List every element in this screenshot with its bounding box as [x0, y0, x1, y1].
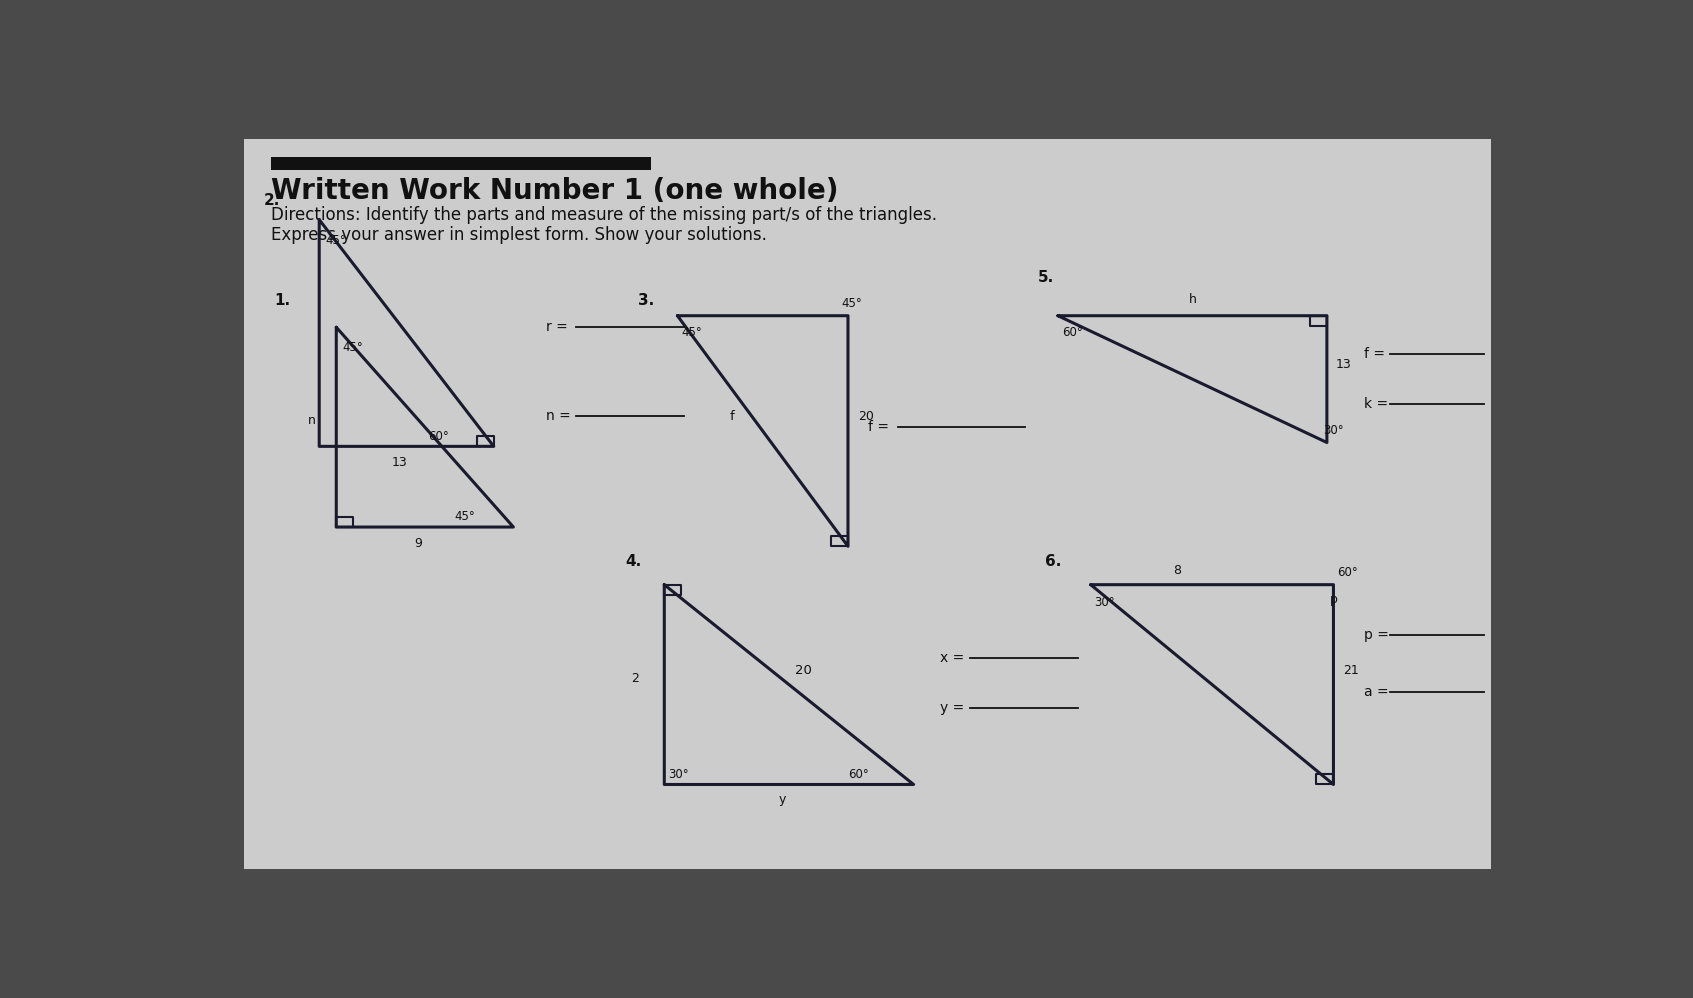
Text: r =: r =	[547, 320, 572, 334]
Text: f =: f =	[867, 420, 892, 434]
Text: 21: 21	[1343, 664, 1358, 677]
Text: Directions: Identify the parts and measure of the missing part/s of the triangle: Directions: Identify the parts and measu…	[271, 206, 936, 224]
Text: f =: f =	[1363, 347, 1388, 361]
Bar	[271, 157, 652, 171]
Text: a =: a =	[1363, 686, 1393, 700]
Text: n =: n =	[547, 408, 576, 422]
Text: Express your answer in simplest form. Show your solutions.: Express your answer in simplest form. Sh…	[271, 226, 767, 244]
Text: 2.: 2.	[264, 194, 281, 209]
Text: 45°: 45°	[342, 341, 364, 354]
Text: p: p	[1329, 593, 1337, 606]
Text: 30°: 30°	[1095, 596, 1116, 609]
Text: 5.: 5.	[1038, 270, 1055, 285]
Text: 60°: 60°	[848, 767, 869, 780]
Text: 20: 20	[796, 664, 813, 677]
Text: 4.: 4.	[625, 554, 642, 569]
Text: y: y	[779, 793, 786, 806]
Text: 6.: 6.	[1045, 554, 1062, 569]
Text: x =: x =	[940, 651, 968, 665]
Text: 2: 2	[631, 672, 640, 685]
Text: 9: 9	[415, 537, 422, 550]
Text: k =: k =	[1363, 397, 1392, 411]
Text: 8: 8	[1173, 564, 1180, 577]
Text: 45°: 45°	[841, 296, 862, 309]
Text: p =: p =	[1363, 628, 1393, 642]
Text: n: n	[308, 414, 315, 427]
Text: 3.: 3.	[638, 293, 653, 308]
Text: 20: 20	[858, 410, 874, 423]
Text: 1.: 1.	[274, 293, 291, 308]
Text: 13: 13	[1336, 358, 1351, 371]
Text: 30°: 30°	[669, 767, 689, 780]
Text: 45°: 45°	[325, 234, 347, 247]
Text: 60°: 60°	[1062, 325, 1082, 338]
Text: f: f	[730, 410, 735, 423]
Text: h: h	[1188, 293, 1197, 306]
Text: 45°: 45°	[454, 510, 476, 523]
FancyBboxPatch shape	[244, 139, 1492, 869]
Text: 60°: 60°	[1337, 566, 1358, 579]
Text: Written Work Number 1 (one whole): Written Work Number 1 (one whole)	[271, 178, 838, 206]
Text: 13: 13	[393, 456, 408, 469]
Text: 30°: 30°	[1322, 424, 1344, 437]
Text: y =: y =	[940, 701, 968, 715]
Text: 60°: 60°	[428, 429, 449, 442]
Text: 45°: 45°	[681, 325, 703, 338]
